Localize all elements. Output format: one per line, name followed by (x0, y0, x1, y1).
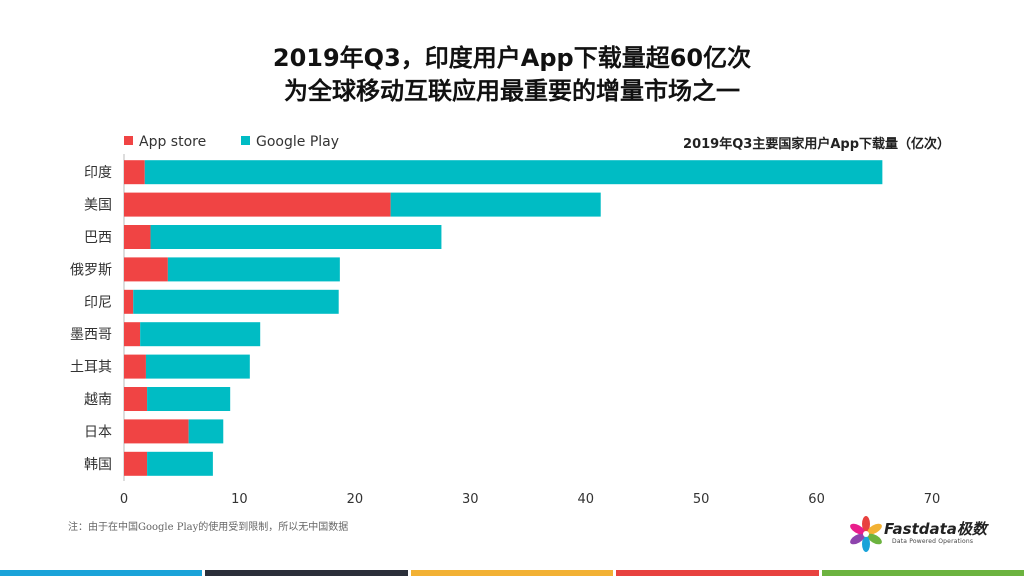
bar-app-store (124, 451, 148, 476)
bar-google-play (145, 354, 250, 379)
category-label: 越南 (84, 392, 112, 408)
category-label: 韩国 (84, 457, 112, 473)
bottom-bar-segment (821, 570, 1024, 576)
x-tick-label: 20 (347, 492, 364, 507)
legend-label: Google Play (256, 134, 339, 150)
bar-app-store (124, 289, 134, 314)
x-tick-label: 40 (577, 492, 594, 507)
category-label: 印度 (84, 165, 112, 181)
x-tick-label: 70 (924, 492, 941, 507)
bar-google-play (150, 225, 442, 249)
bottom-bar-segment (410, 570, 614, 576)
bar-google-play (188, 419, 224, 444)
bar-app-store (124, 354, 146, 379)
flower-logo-icon (850, 516, 882, 552)
x-tick-label: 10 (231, 492, 248, 507)
bar-app-store (124, 387, 148, 411)
fastdata-logo: Fastdata极数 Data Powered Operations (850, 514, 1000, 556)
x-tick-label: 30 (462, 492, 479, 507)
bar-google-play (147, 387, 231, 411)
category-label: 巴西 (84, 230, 112, 246)
category-label: 印尼 (84, 295, 112, 311)
bottom-bar-segment (616, 570, 819, 576)
logo-name: Fastdata极数 (884, 520, 987, 538)
bar-google-play (167, 257, 340, 282)
category-label: 墨西哥 (70, 327, 112, 343)
category-label: 美国 (84, 198, 112, 214)
bottom-color-bar (0, 570, 1024, 576)
bottom-bar-segment (205, 570, 408, 576)
bar-app-store (124, 192, 391, 217)
legend-label: App store (139, 134, 206, 150)
chart-title-line1: 2019年Q3，印度用户App下载量超60亿次 (272, 44, 752, 72)
bar-google-play (144, 160, 883, 185)
bar-google-play (147, 451, 213, 476)
bar-app-store (124, 257, 168, 282)
category-label: 俄罗斯 (70, 262, 112, 278)
category-label: 土耳其 (70, 360, 112, 376)
x-tick-label: 60 (808, 492, 825, 507)
x-tick-label: 50 (693, 492, 710, 507)
footnote: 注：由于在中国Google Play的使用受到限制，所以无中国数据 (68, 522, 349, 533)
logo-tagline: Data Powered Operations (892, 538, 974, 545)
legend-swatch (241, 136, 250, 145)
bottom-bar-segment (0, 570, 203, 576)
bar-google-play (390, 192, 601, 217)
chart-subtitle: 2019年Q3主要国家用户App下载量（亿次） (683, 136, 950, 152)
bar-app-store (124, 322, 141, 347)
bar-google-play (140, 322, 261, 347)
legend-swatch (124, 136, 133, 145)
bar-app-store (124, 160, 145, 185)
chart-title-line2: 为全球移动互联应用最重要的增量市场之一 (284, 77, 740, 105)
bar-app-store (124, 225, 151, 249)
bar-app-store (124, 419, 189, 444)
category-label: 日本 (84, 424, 112, 440)
bar-google-play (133, 289, 339, 314)
x-tick-label: 0 (120, 492, 128, 507)
